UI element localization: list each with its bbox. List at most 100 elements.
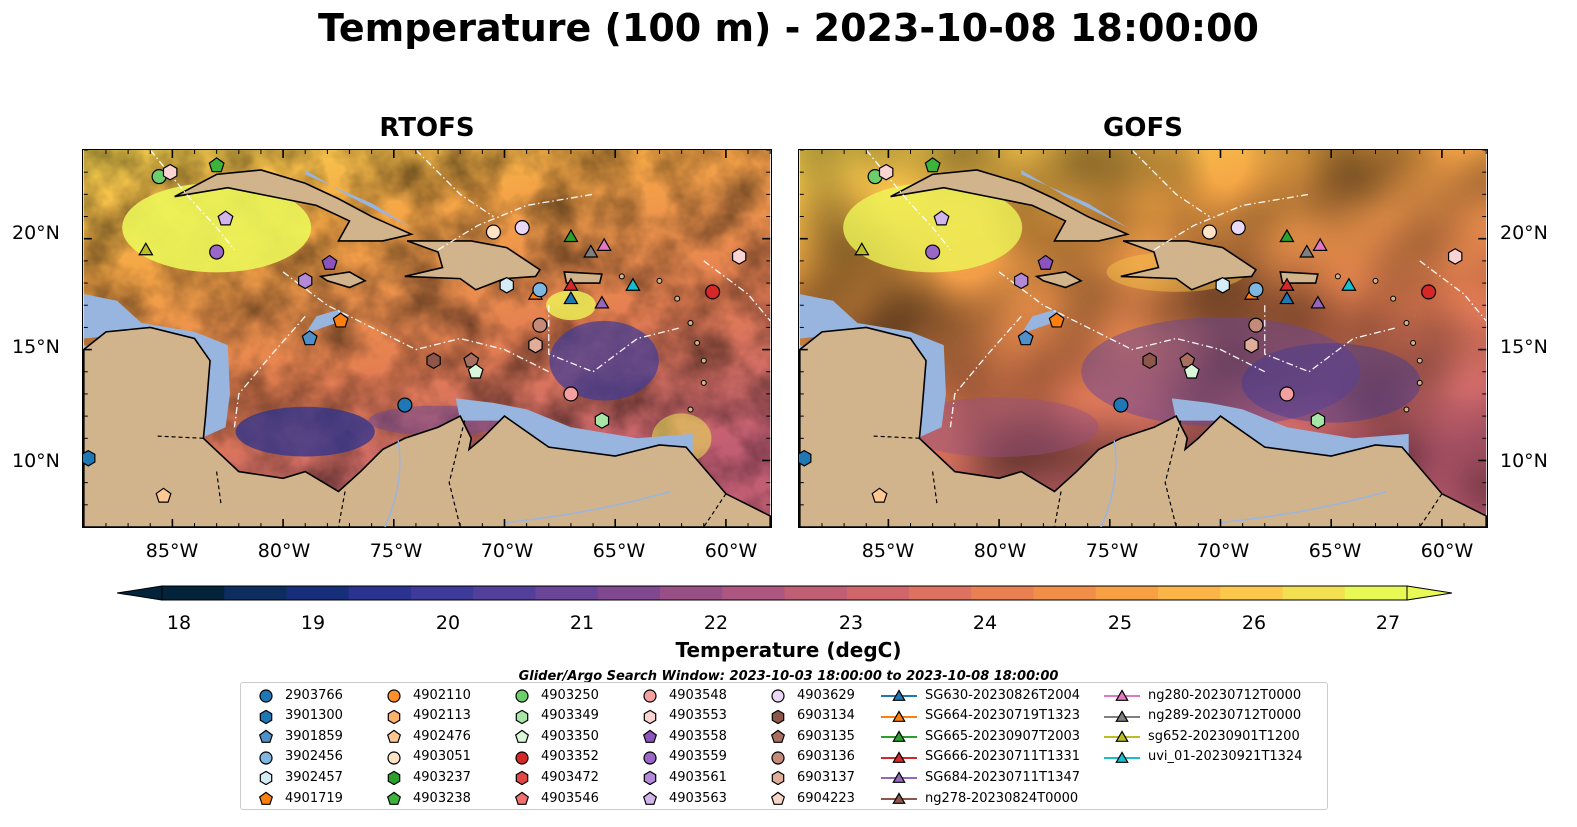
station-marker: [1017, 330, 1034, 346]
legend-item: 3902457: [255, 767, 343, 787]
station-marker: [217, 210, 234, 226]
lon-label-80w-gofs: 80°W: [973, 540, 1027, 562]
legend-marker-icon: [642, 729, 658, 744]
legend-marker-icon: [259, 771, 273, 786]
legend-marker-icon: [386, 791, 402, 805]
legend-label: 4903250: [541, 687, 599, 703]
legend-item: SG666-20230711T1331: [881, 747, 1080, 767]
legend-label: 6904223: [797, 790, 855, 806]
lat-label-10n-right: 10°N: [1500, 450, 1548, 472]
legend-item: 4902476: [383, 726, 471, 746]
colorbar-segment: [722, 586, 785, 600]
station-marker: [563, 386, 579, 402]
station-marker: [1310, 295, 1326, 309]
colorbar-segment: [597, 586, 661, 600]
station-marker: [1248, 282, 1264, 298]
legend-label: 4903558: [669, 728, 727, 744]
legend-marker-icon: [881, 792, 917, 804]
legend-marker-icon: [643, 751, 657, 765]
legend-marker-icon: [259, 709, 273, 724]
legend-label: 4902110: [413, 687, 471, 703]
legend-marker-icon: [881, 750, 917, 763]
colorbar: [117, 585, 1452, 601]
colorbar-tick: 19: [300, 612, 326, 634]
legend-label: 4903237: [413, 769, 471, 785]
legend-label: SG665-20230907T2003: [925, 728, 1081, 744]
legend-label: SG684-20230711T1347: [925, 769, 1081, 785]
legend-label: 4903548: [669, 687, 727, 703]
lat-label-15n: 15°N: [12, 336, 60, 358]
legend-marker-icon: [1104, 709, 1140, 722]
station-marker: [1142, 352, 1157, 370]
legend-marker-icon: [515, 709, 529, 724]
colorbar-segment: [224, 586, 287, 600]
legend-marker-icon: [771, 709, 785, 724]
legend-label: 4902476: [413, 728, 471, 744]
station-marker: [563, 277, 579, 291]
legend-marker-icon: [770, 729, 786, 744]
station-marker: [83, 449, 96, 467]
colorbar-tick: 24: [972, 612, 998, 634]
legend-marker-icon: [259, 689, 273, 703]
legend-item: 4902110: [383, 685, 471, 705]
legend-marker-icon: [259, 751, 273, 765]
legend-label: 3902456: [285, 749, 343, 765]
colorbar-label: Temperature (degC): [675, 638, 902, 662]
legend-label: 6903136: [797, 749, 855, 765]
legend-label: uvi_01-20230921T1324: [1148, 749, 1303, 765]
legend-marker-icon: [1104, 689, 1140, 701]
legend-label: 4901719: [285, 790, 343, 806]
legend-label: 4903563: [669, 790, 727, 806]
legend-item: 4903350: [511, 726, 599, 746]
legend-marker-icon: [771, 751, 785, 765]
station-marker: [1201, 224, 1217, 240]
legend-item: 4903472: [511, 767, 599, 787]
colorbar-segment: [473, 586, 536, 600]
colorbar-segment: [971, 586, 1034, 600]
legend-marker-icon: [386, 729, 402, 744]
station-marker: [297, 272, 313, 290]
station-marker: [332, 312, 349, 328]
colorbar-segment: [535, 586, 599, 600]
legend-item: sg652-20230901T1200: [1104, 726, 1300, 746]
legend-label: 2903766: [285, 687, 343, 703]
station-marker: [878, 163, 894, 181]
legend-item: 6903134: [767, 706, 855, 726]
legend-label: SG666-20230711T1331: [925, 749, 1081, 765]
station-marker: [933, 210, 950, 226]
lon-label-85w: 85°W: [145, 540, 199, 562]
station-marker: [1230, 220, 1246, 236]
station-marker: [563, 290, 579, 305]
station-marker: [731, 248, 747, 265]
legend-item: 3902456: [255, 747, 343, 767]
legend-item: 4903237: [383, 767, 471, 787]
legend-item: 6903136: [767, 747, 855, 767]
legend-item: 4903051: [383, 747, 471, 767]
station-marker: [397, 397, 413, 413]
station-marker: [1244, 336, 1259, 354]
colorbar-tick: 25: [1107, 612, 1133, 634]
station-marker: [1421, 284, 1437, 300]
station-marker: [871, 487, 888, 503]
legend-label: 4903051: [413, 749, 471, 765]
station-marker: [594, 412, 610, 429]
legend-marker-icon: [515, 751, 529, 765]
legend-item: SG664-20230719T1323: [881, 706, 1080, 726]
legend-label: 4903238: [413, 790, 471, 806]
legend-label: 4903472: [541, 769, 599, 785]
station-marker: [1312, 237, 1328, 251]
colorbar-segment: [1033, 586, 1097, 600]
legend: 2903766 3901300 3901859 3902456 3902457 49017…: [240, 682, 1328, 810]
legend-item: 6903137: [767, 767, 855, 787]
legend-marker-icon: [514, 729, 530, 744]
colorbar-tick: 27: [1375, 612, 1401, 634]
station-marker: [596, 237, 612, 251]
lon-label-80w: 80°W: [257, 540, 311, 562]
legend-marker-icon: [771, 771, 785, 786]
colorbar-segment: [348, 586, 412, 600]
legend-item: SG684-20230711T1347: [881, 767, 1080, 787]
legend-item: ng278-20230824T0000: [881, 788, 1078, 808]
station-marker: [426, 352, 441, 370]
station-marker: [563, 228, 579, 243]
station-marker: [467, 363, 484, 379]
